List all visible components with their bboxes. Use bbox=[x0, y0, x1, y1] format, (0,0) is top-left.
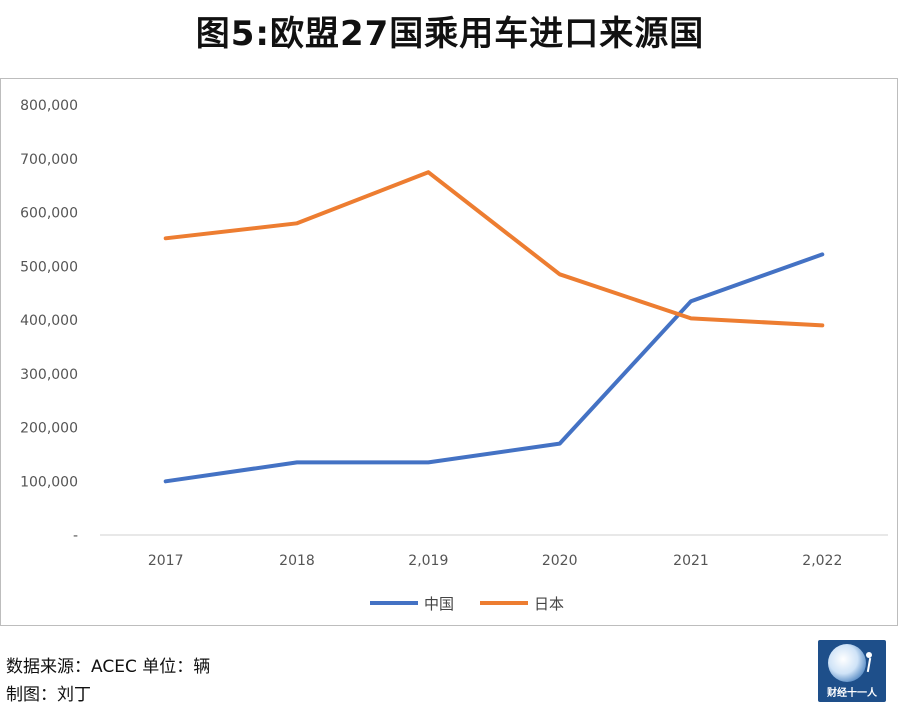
runner-icon bbox=[864, 652, 874, 674]
legend: 中国 日本 bbox=[370, 595, 564, 613]
y-tick-label: 300,000 bbox=[20, 367, 78, 383]
chart-frame bbox=[0, 78, 898, 626]
x-tick-label: 2018 bbox=[279, 553, 315, 569]
x-tick-label: 2021 bbox=[673, 553, 709, 569]
globe-icon bbox=[828, 644, 866, 682]
y-axis-ticks: - 100,000 200,000 300,000 400,000 500,000 600,… bbox=[20, 98, 78, 544]
y-tick-label: 100,000 bbox=[20, 474, 78, 490]
chart-title: 图5:欧盟27国乘用车进口来源国 bbox=[195, 14, 705, 54]
y-tick-label: 200,000 bbox=[20, 421, 78, 437]
publisher-logo: 财经十一人 bbox=[818, 640, 886, 702]
y-tick-label: 500,000 bbox=[20, 259, 78, 275]
series-line-japan bbox=[163, 170, 825, 328]
author-note: 制图：刘丁 bbox=[6, 685, 91, 705]
x-tick-label: 2,022 bbox=[802, 553, 842, 569]
y-tick-label: 800,000 bbox=[20, 98, 78, 114]
y-tick-label: 400,000 bbox=[20, 313, 78, 329]
x-tick-label: 2017 bbox=[148, 553, 184, 569]
x-tick-label: 2,019 bbox=[408, 553, 448, 569]
legend-label: 日本 bbox=[534, 595, 564, 613]
legend-label: 中国 bbox=[424, 595, 454, 613]
x-tick-label: 2020 bbox=[542, 553, 578, 569]
series-line-china bbox=[163, 252, 825, 484]
x-axis-ticks: 2017 2018 2,019 2020 2021 2,022 bbox=[148, 553, 843, 569]
data-source-note: 数据来源：ACEC 单位：辆 bbox=[6, 657, 211, 677]
y-tick-label: - bbox=[73, 528, 78, 544]
series-lines bbox=[163, 170, 825, 484]
y-tick-label: 600,000 bbox=[20, 206, 78, 222]
y-tick-label: 700,000 bbox=[20, 152, 78, 168]
logo-text: 财经十一人 bbox=[827, 688, 877, 699]
